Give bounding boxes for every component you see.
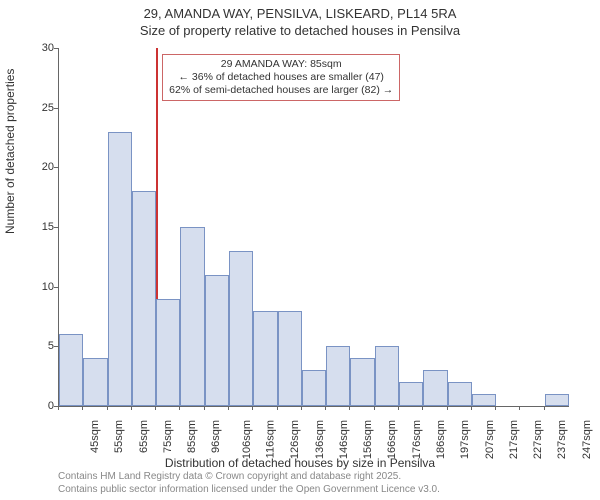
y-axis-label: Number of detached properties — [3, 69, 17, 234]
footer-line-2: Contains public sector information licen… — [58, 484, 440, 497]
annotation-box: 29 AMANDA WAY: 85sqm ← 36% of detached h… — [162, 54, 400, 101]
histogram-bar — [253, 311, 277, 406]
x-tick-label: 55sqm — [113, 420, 125, 453]
histogram-bar — [448, 382, 472, 406]
histogram-bar — [399, 382, 423, 406]
histogram-bar — [545, 394, 569, 406]
plot-area: 29 AMANDA WAY: 85sqm ← 36% of detached h… — [58, 48, 569, 407]
annotation-line-1: 29 AMANDA WAY: 85sqm — [169, 58, 393, 71]
histogram-bar — [302, 370, 326, 406]
x-tick-label: 247sqm — [581, 420, 593, 459]
y-tick-label: 30 — [42, 42, 54, 54]
histogram-bar — [229, 251, 253, 406]
histogram-bar — [156, 299, 180, 406]
x-tick-label: 156sqm — [362, 420, 374, 459]
footer-attribution: Contains HM Land Registry data © Crown c… — [58, 471, 440, 496]
histogram-bar — [59, 334, 83, 406]
histogram-bar — [326, 346, 350, 406]
histogram-bar — [132, 191, 156, 406]
x-tick-label: 207sqm — [484, 420, 496, 459]
x-tick-label: 217sqm — [508, 420, 520, 459]
histogram-bar — [108, 132, 132, 406]
x-tick-label: 176sqm — [411, 420, 423, 459]
x-tick-label: 146sqm — [338, 420, 350, 459]
chart-titles: 29, AMANDA WAY, PENSILVA, LISKEARD, PL14… — [0, 0, 600, 40]
x-tick-label: 85sqm — [186, 420, 198, 453]
x-tick-label: 237sqm — [557, 420, 569, 459]
x-tick-label: 106sqm — [241, 420, 253, 459]
histogram-bar — [423, 370, 447, 406]
annotation-line-2: ← 36% of detached houses are smaller (47… — [169, 71, 393, 84]
x-tick-label: 166sqm — [387, 420, 399, 459]
title-line-1: 29, AMANDA WAY, PENSILVA, LISKEARD, PL14… — [0, 6, 600, 23]
histogram-bar — [83, 358, 107, 406]
x-tick-label: 65sqm — [138, 420, 150, 453]
x-tick-label: 116sqm — [264, 420, 276, 458]
x-tick-label: 197sqm — [459, 420, 471, 459]
title-line-2: Size of property relative to detached ho… — [0, 23, 600, 40]
y-tick-label: 10 — [42, 281, 54, 293]
x-tick-label: 136sqm — [314, 420, 326, 459]
y-tick-label: 25 — [42, 102, 54, 114]
y-tick-label: 15 — [42, 221, 54, 233]
x-tick-label: 186sqm — [435, 420, 447, 459]
histogram-bar — [375, 346, 399, 406]
x-tick-label: 45sqm — [89, 420, 101, 453]
histogram-bar — [180, 227, 204, 406]
histogram-bar — [278, 311, 302, 406]
x-tick-label: 227sqm — [532, 420, 544, 459]
y-tick-label: 20 — [42, 161, 54, 173]
x-tick-label: 126sqm — [289, 420, 301, 459]
histogram-bar — [205, 275, 229, 406]
chart-container: 29, AMANDA WAY, PENSILVA, LISKEARD, PL14… — [0, 0, 600, 500]
histogram-bar — [472, 394, 496, 406]
annotation-line-3: 62% of semi-detached houses are larger (… — [169, 84, 393, 97]
x-tick-label: 75sqm — [162, 420, 174, 453]
x-tick-label: 96sqm — [210, 420, 222, 453]
histogram-bar — [350, 358, 374, 406]
x-axis-label: Distribution of detached houses by size … — [0, 456, 600, 470]
footer-line-1: Contains HM Land Registry data © Crown c… — [58, 471, 440, 484]
